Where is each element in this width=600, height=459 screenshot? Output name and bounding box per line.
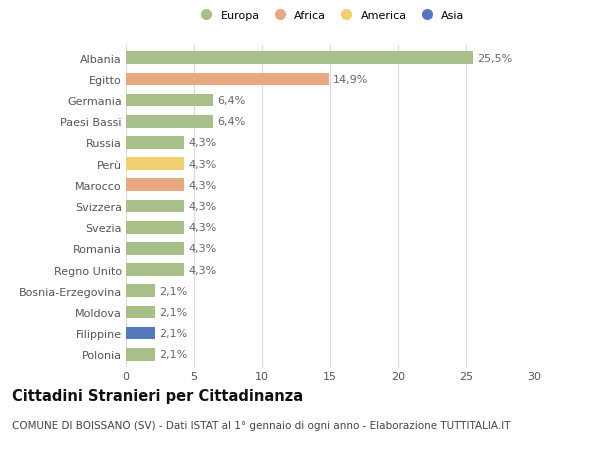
Bar [126, 179, 184, 192]
Bar [126, 52, 473, 65]
Text: COMUNE DI BOISSANO (SV) - Dati ISTAT al 1° gennaio di ogni anno - Elaborazione T: COMUNE DI BOISSANO (SV) - Dati ISTAT al … [12, 420, 511, 430]
Text: 25,5%: 25,5% [477, 54, 512, 64]
Text: 2,1%: 2,1% [158, 307, 187, 317]
Text: 4,3%: 4,3% [188, 265, 217, 275]
Text: 2,1%: 2,1% [158, 349, 187, 359]
Text: Cittadini Stranieri per Cittadinanza: Cittadini Stranieri per Cittadinanza [12, 388, 303, 403]
Text: 14,9%: 14,9% [333, 75, 368, 85]
Text: 4,3%: 4,3% [188, 223, 217, 233]
Text: 6,4%: 6,4% [217, 96, 245, 106]
Bar [126, 285, 155, 297]
Text: 4,3%: 4,3% [188, 180, 217, 190]
Bar [126, 95, 213, 107]
Text: 4,3%: 4,3% [188, 159, 217, 169]
Text: 2,1%: 2,1% [158, 328, 187, 338]
Bar [126, 242, 184, 255]
Bar [126, 263, 184, 276]
Bar [126, 348, 155, 361]
Bar [126, 73, 329, 86]
Bar [126, 116, 213, 129]
Bar [126, 158, 184, 171]
Bar [126, 306, 155, 319]
Text: 4,3%: 4,3% [188, 244, 217, 254]
Legend: Europa, Africa, America, Asia: Europa, Africa, America, Asia [191, 6, 469, 25]
Bar [126, 200, 184, 213]
Text: 4,3%: 4,3% [188, 202, 217, 212]
Bar [126, 137, 184, 150]
Bar [126, 221, 184, 234]
Bar [126, 327, 155, 340]
Text: 6,4%: 6,4% [217, 117, 245, 127]
Text: 4,3%: 4,3% [188, 138, 217, 148]
Text: 2,1%: 2,1% [158, 286, 187, 296]
